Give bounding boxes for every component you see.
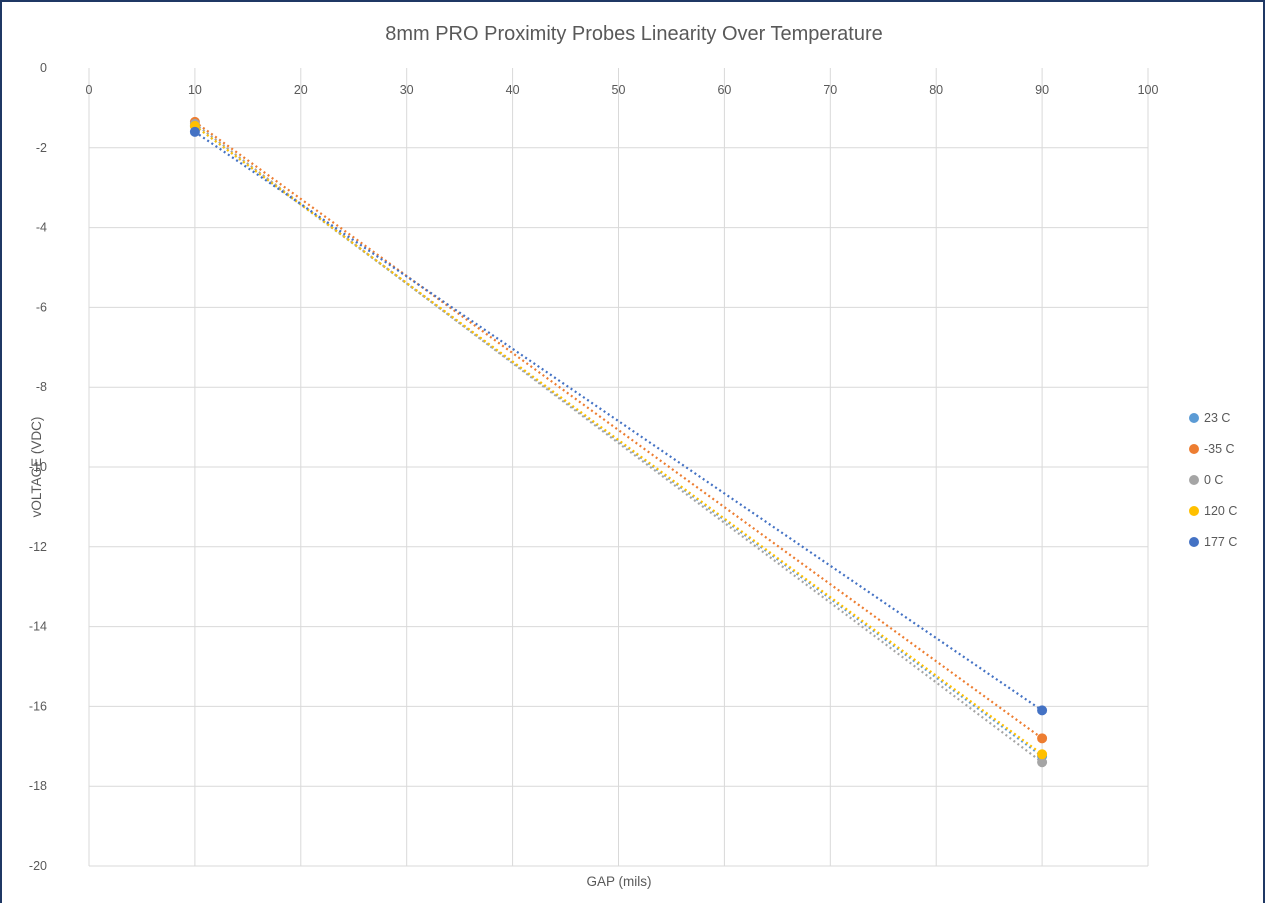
- legend-marker: [1189, 475, 1199, 485]
- legend: 23 C -35 C 0 C 120 C 177 C: [1189, 411, 1237, 549]
- x-tick-label: 60: [717, 83, 731, 97]
- x-tick-label: 90: [1035, 83, 1049, 97]
- y-axis-ticks: 0 -2 -4 -6 -8 -10 -12 -14 -16 -18 -20: [29, 61, 47, 873]
- x-tick-label: 50: [612, 83, 626, 97]
- trendline-4: [194, 130, 1043, 712]
- legend-marker: [1189, 506, 1199, 516]
- series-points: [189, 116, 1048, 768]
- y-tick-label: -6: [36, 300, 47, 314]
- legend-marker: [1189, 413, 1199, 423]
- chart-title: 8mm PRO Proximity Probes Linearity Over …: [385, 23, 883, 45]
- y-tick-label: -18: [29, 779, 47, 793]
- trendline-3: [194, 124, 1043, 756]
- y-tick-label: -14: [29, 620, 47, 634]
- legend-label: 23 C: [1204, 411, 1230, 425]
- legend-marker: [1189, 444, 1199, 454]
- data-point-series-4: [1037, 705, 1048, 716]
- x-tick-label: 0: [86, 83, 93, 97]
- grid: [88, 68, 1149, 867]
- x-axis-ticks: 0 10 20 30 40 50 60 70 80 90 100: [86, 83, 1159, 97]
- data-point-series-3: [1037, 749, 1048, 760]
- y-tick-label: -4: [36, 221, 47, 235]
- y-tick-label: -10: [29, 460, 47, 474]
- y-tick-label: 0: [40, 61, 47, 75]
- y-tick-label: -16: [29, 699, 47, 713]
- y-tick-label: -12: [29, 540, 47, 554]
- x-tick-label: 30: [400, 83, 414, 97]
- data-point-series-1: [1037, 733, 1048, 744]
- y-tick-label: -8: [36, 380, 47, 394]
- legend-label: 0 C: [1204, 473, 1223, 487]
- data-point-series-2: [1037, 757, 1048, 768]
- x-tick-label: 10: [188, 83, 202, 97]
- x-tick-label: 70: [823, 83, 837, 97]
- legend-label: 120 C: [1204, 504, 1237, 518]
- x-tick-label: 40: [506, 83, 520, 97]
- x-tick-label: 100: [1138, 83, 1159, 97]
- y-tick-label: -2: [36, 141, 47, 155]
- legend-marker: [1189, 537, 1199, 547]
- x-tick-label: 80: [929, 83, 943, 97]
- y-tick-label: -20: [29, 859, 47, 873]
- y-axis-title: vOLTAGE (VDC): [29, 417, 44, 518]
- legend-label: -35 C: [1204, 442, 1235, 456]
- series-trendlines: [194, 120, 1043, 764]
- x-tick-label: 20: [294, 83, 308, 97]
- legend-label: 177 C: [1204, 535, 1237, 549]
- x-axis-title: GAP (mils): [586, 874, 651, 889]
- data-point-series-4: [189, 126, 200, 137]
